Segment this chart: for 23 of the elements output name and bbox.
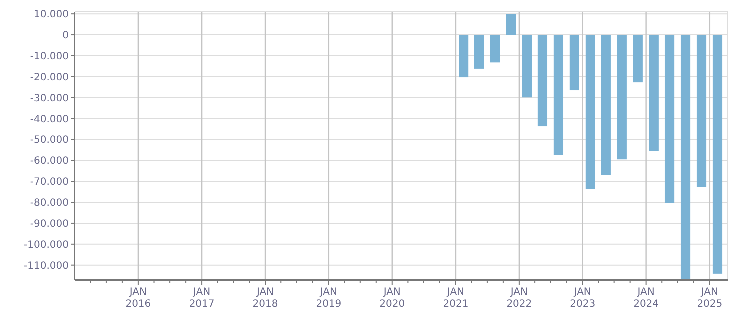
y-tick-label: 10.000 (34, 10, 69, 21)
y-tick-label: -40.000 (30, 114, 69, 126)
y-tick-label: -110.000 (24, 260, 69, 272)
x-tick-label: JAN 2021 (443, 287, 469, 310)
x-tick-label: JAN 2020 (380, 287, 406, 310)
x-tick-label: JAN 2025 (697, 287, 723, 310)
y-tick-label: -30.000 (30, 93, 69, 104)
y-tick-label: -60.000 (30, 156, 69, 168)
y-tick-label: -10.000 (30, 51, 69, 62)
y-tick-label: -90.000 (30, 218, 69, 230)
x-tick-label: JAN 2016 (126, 287, 152, 310)
x-tick-label: JAN 2022 (506, 287, 532, 310)
x-tick-label: JAN 2018 (252, 287, 278, 310)
y-tick-label: 0 (62, 30, 69, 42)
y-tick-label: -100.000 (24, 240, 69, 251)
y-tick-label: -80.000 (30, 198, 69, 210)
y-tick-label: -50.000 (30, 135, 69, 146)
y-tick-label: -20.000 (30, 72, 69, 84)
x-tick-label: JAN 2019 (316, 287, 342, 310)
y-tick-label: -70.000 (30, 177, 69, 188)
x-tick-label: JAN 2023 (570, 287, 596, 310)
x-tick-label: JAN 2024 (634, 287, 660, 310)
x-tick-label: JAN 2017 (189, 287, 215, 310)
